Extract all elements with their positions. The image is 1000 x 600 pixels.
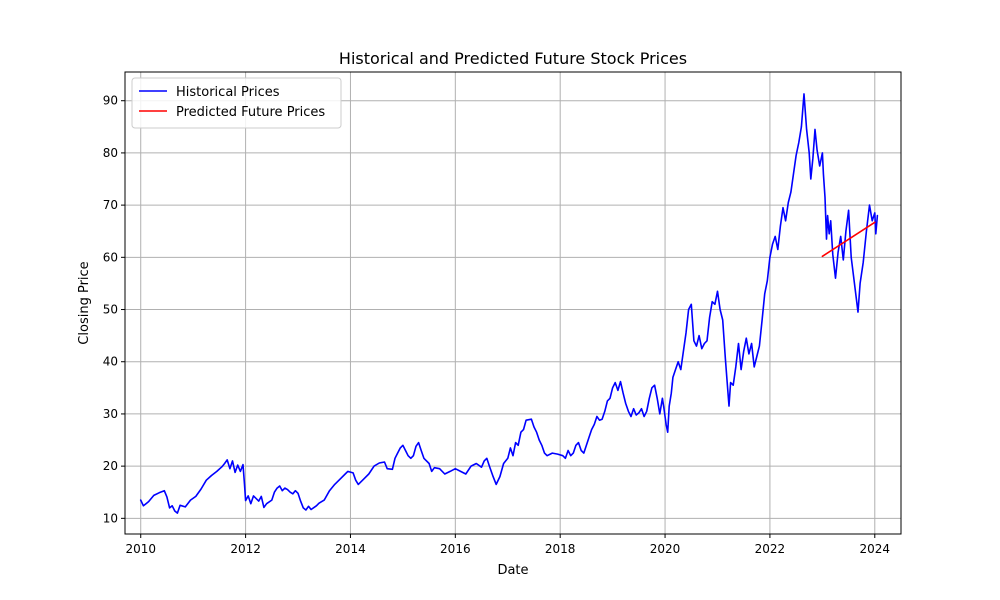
x-tick-label: 2014 [335,542,366,556]
legend: Historical Prices Predicted Future Price… [131,77,342,129]
series-line-predicted [821,221,876,258]
legend-label-predicted: Predicted Future Prices [176,105,325,120]
x-tick-label: 2020 [650,542,681,556]
plot-frame [124,71,902,535]
x-tick-label: 2024 [860,542,891,556]
y-tick-label: 60 [103,250,118,264]
x-tick-label: 2018 [545,542,576,556]
x-tick-label: 2022 [755,542,786,556]
x-tick-label: 2012 [230,542,261,556]
x-tick-label: 2010 [125,542,156,556]
x-axis-label: Date [497,563,528,578]
x-axis: 2010 2012 2014 2016 2018 2020 2022 2024 [125,534,890,556]
legend-label-historical: Historical Prices [176,85,280,100]
y-tick-label: 20 [103,459,118,473]
legend-box [131,77,342,129]
x-tick-label: 2016 [440,542,471,556]
series-line-historical [139,93,879,514]
grid [125,72,901,534]
y-axis: 10 20 30 40 50 60 70 80 90 [103,94,125,525]
y-tick-label: 40 [103,355,118,369]
y-axis-label: Closing Price [77,261,92,344]
y-tick-label: 90 [103,94,118,108]
y-tick-label: 10 [103,511,118,525]
y-tick-label: 50 [103,303,118,317]
series-layer [139,93,879,514]
y-tick-label: 30 [103,407,118,421]
y-tick-label: 80 [103,146,118,160]
chart-title: Historical and Predicted Future Stock Pr… [339,49,687,68]
y-tick-label: 70 [103,198,118,212]
